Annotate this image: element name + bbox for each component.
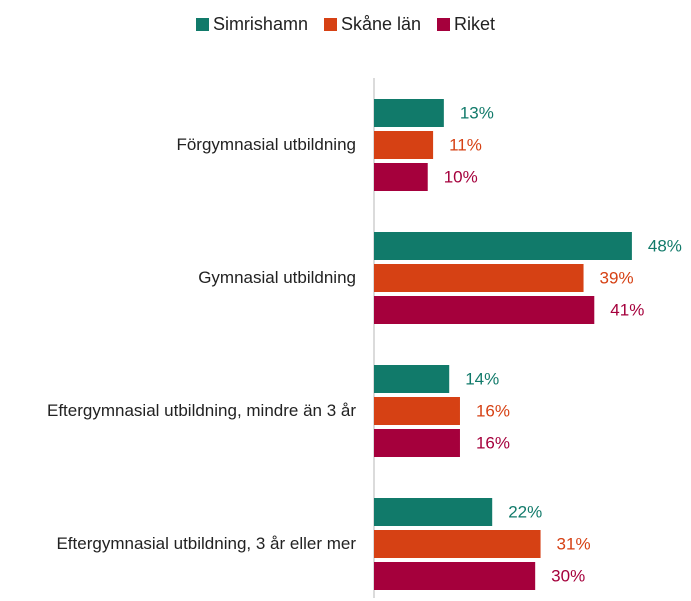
value-label: 11% [449,135,482,154]
value-label: 13% [460,103,494,122]
legend-swatch [323,18,337,31]
bar [374,397,460,425]
value-label: 10% [444,167,478,186]
legend-item: Riket [437,14,495,35]
category-label: Eftergymnasial utbildning, 3 år eller me… [56,534,356,553]
bar [374,429,460,457]
legend-label: Riket [454,14,496,34]
bar [374,296,595,324]
category-label: Förgymnasial utbildning [176,135,356,154]
legend-label: Skåne län [340,14,422,34]
value-label: 48% [648,236,682,255]
value-label: 16% [476,401,510,420]
value-label: 14% [465,369,499,388]
value-label: 39% [600,268,634,287]
legend-swatch [437,18,451,31]
legend-item: Simrishamn [195,14,308,35]
value-label: 16% [476,433,510,452]
category-label: Eftergymnasial utbildning, mindre än 3 å… [47,401,356,420]
legend: Simrishamn Skåne län Riket [0,14,691,35]
bar [374,498,493,526]
bar [374,163,428,191]
bar [374,232,632,260]
value-label: 22% [508,502,542,521]
value-label: 30% [551,566,585,585]
bar [374,562,536,590]
value-label: 31% [557,534,591,553]
bar [374,99,444,127]
bar [374,365,450,393]
legend-swatch [195,18,209,31]
legend-label: Simrishamn [212,14,308,34]
bar [374,264,584,292]
bar [374,530,541,558]
category-label: Gymnasial utbildning [198,268,356,287]
bar [374,131,434,159]
legend-item: Skåne län [323,14,422,35]
value-label: 41% [610,300,644,319]
